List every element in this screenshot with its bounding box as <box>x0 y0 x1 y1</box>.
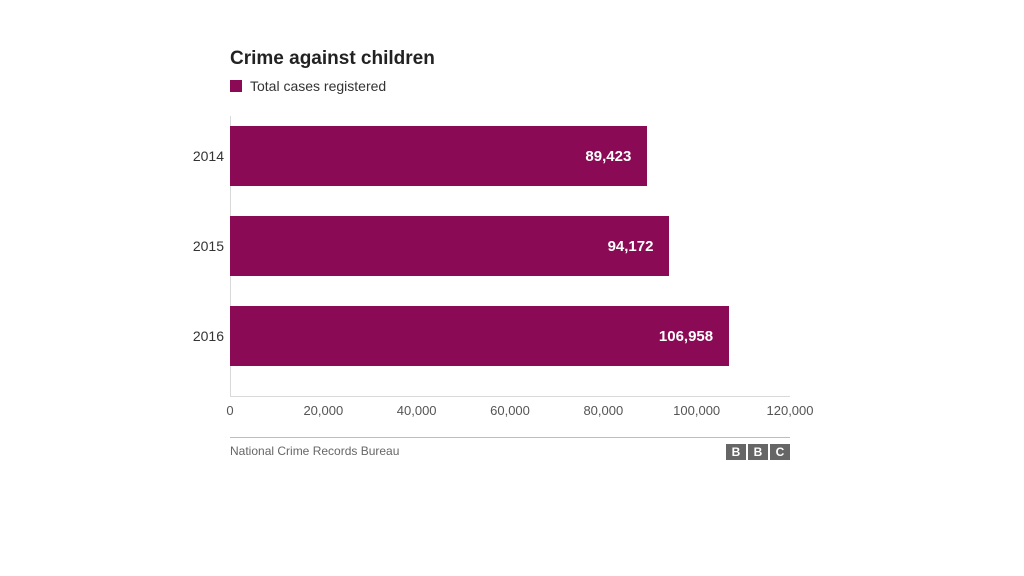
category-label: 2015 <box>174 238 224 254</box>
x-tick-label: 20,000 <box>303 403 343 418</box>
legend-swatch <box>230 80 242 92</box>
bar: 106,958 <box>230 306 729 366</box>
x-tick-label: 60,000 <box>490 403 530 418</box>
chart-footer: National Crime Records Bureau BBC <box>230 437 790 460</box>
bar-row: 2016106,958 <box>230 306 790 366</box>
x-tick-label: 0 <box>226 403 233 418</box>
bar: 89,423 <box>230 126 647 186</box>
chart-title: Crime against children <box>230 48 790 70</box>
plot-area: 201489,423 201594,172 2016106,958 <box>230 116 790 396</box>
source-text: National Crime Records Bureau <box>230 444 399 458</box>
category-label: 2014 <box>174 148 224 164</box>
x-tick-label: 120,000 <box>767 403 814 418</box>
x-tick-label: 40,000 <box>397 403 437 418</box>
chart-legend: Total cases registered <box>230 78 790 94</box>
bar-value-label: 106,958 <box>659 328 713 345</box>
x-tick-label: 80,000 <box>583 403 623 418</box>
bar-row: 201594,172 <box>230 216 790 276</box>
bbc-block: B <box>726 444 746 460</box>
legend-label: Total cases registered <box>250 78 386 94</box>
x-tick-label: 100,000 <box>673 403 720 418</box>
bbc-logo: BBC <box>726 444 790 460</box>
chart-container: Crime against children Total cases regis… <box>230 48 790 460</box>
category-label: 2016 <box>174 328 224 344</box>
x-axis: 020,00040,00060,00080,000100,000120,000 <box>230 396 790 427</box>
bar-value-label: 89,423 <box>585 148 631 165</box>
bar: 94,172 <box>230 216 669 276</box>
bbc-block: B <box>748 444 768 460</box>
bar-value-label: 94,172 <box>608 238 654 255</box>
bar-row: 201489,423 <box>230 126 790 186</box>
bbc-block: C <box>770 444 790 460</box>
